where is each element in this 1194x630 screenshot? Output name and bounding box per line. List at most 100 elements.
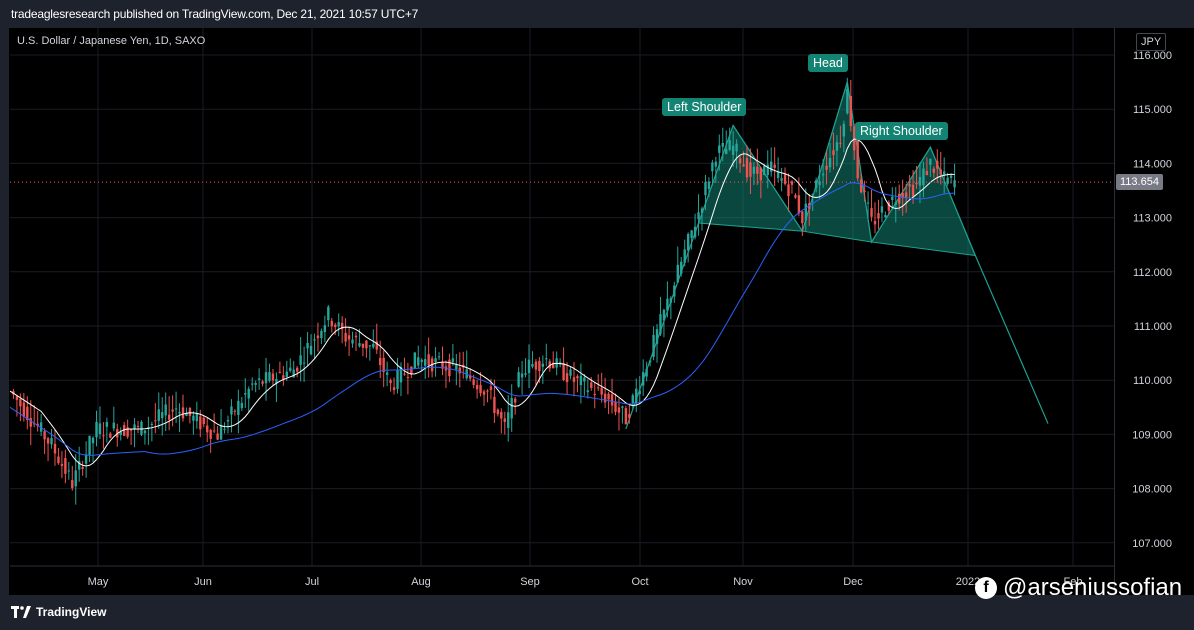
candle-body <box>43 431 46 440</box>
candle-body <box>420 359 423 362</box>
candle-body <box>614 402 617 412</box>
candle-body <box>372 343 375 348</box>
candle-body <box>925 170 929 176</box>
candle-body <box>482 391 486 395</box>
candle-body <box>458 367 461 374</box>
candle-body <box>603 393 607 403</box>
candle-body <box>856 140 859 179</box>
candle-body <box>15 396 19 400</box>
candle-body <box>209 429 212 439</box>
candle-body <box>725 149 728 155</box>
candle-body <box>223 428 226 430</box>
candle-body <box>403 373 406 375</box>
candle-body <box>562 362 565 380</box>
candle-body <box>693 226 697 238</box>
candle-body <box>347 335 351 340</box>
candle-body <box>337 322 340 327</box>
candle-body <box>112 422 115 429</box>
candle-body <box>704 182 707 196</box>
candle-body <box>240 403 244 409</box>
candle-body <box>67 470 71 472</box>
candle-body <box>95 421 98 438</box>
candle-body <box>586 390 590 393</box>
candle-body <box>126 427 129 437</box>
candle-body <box>365 340 368 349</box>
time-axis <box>10 566 1114 595</box>
candle-body <box>472 379 475 385</box>
candle-body <box>534 361 538 370</box>
candle-body <box>410 366 413 375</box>
candle-body <box>237 400 240 415</box>
candle-body <box>330 320 333 327</box>
candle-body <box>147 426 150 428</box>
ma-slow-line <box>9 182 955 456</box>
candle-body <box>254 382 257 385</box>
currency-badge[interactable]: JPY <box>1136 33 1167 51</box>
candle-body <box>323 325 327 333</box>
left-shoulder-label[interactable]: Left Shoulder <box>662 98 747 116</box>
candle-body <box>427 354 430 365</box>
candle-body <box>261 381 264 384</box>
candle-body <box>628 414 631 419</box>
price-axis[interactable] <box>1114 28 1194 595</box>
candle-body <box>863 190 866 192</box>
candle-body <box>399 366 403 383</box>
candle-body <box>742 164 745 167</box>
candle-body <box>71 480 74 489</box>
candle-body <box>368 345 372 347</box>
candle-body <box>26 406 29 421</box>
candle-body <box>424 359 427 366</box>
candle-body <box>673 285 676 297</box>
symbol-title[interactable]: U.S. Dollar / Japanese Yen, 1D, SAXO <box>17 35 206 47</box>
candle-body <box>167 414 171 420</box>
candle-body <box>174 408 178 410</box>
candle-body <box>915 182 918 185</box>
candle-body <box>887 202 891 211</box>
candle-body <box>853 126 856 151</box>
candle-body <box>911 184 915 197</box>
candle-body <box>441 361 444 369</box>
candle-body <box>666 298 669 311</box>
head-label[interactable]: Head <box>808 54 848 72</box>
candle-body <box>576 376 579 379</box>
candle-body <box>814 180 818 188</box>
candle-body <box>282 375 285 380</box>
time-tick-label: Jun <box>194 576 212 588</box>
candle-body <box>590 382 593 388</box>
candle-body <box>171 409 174 412</box>
candle-body <box>794 195 797 198</box>
candle-body <box>898 193 901 204</box>
candle-body <box>53 443 57 454</box>
candle-body <box>569 369 572 376</box>
right-shoulder-label[interactable]: Right Shoulder <box>855 122 948 140</box>
candle-body <box>770 161 773 172</box>
candle-body <box>351 339 354 344</box>
candle-body <box>19 398 22 407</box>
candle-body <box>212 430 216 432</box>
candle-body <box>278 371 282 373</box>
candle-body <box>683 249 686 263</box>
candle-body <box>150 423 154 425</box>
candle-body <box>846 88 849 114</box>
candle-body <box>752 166 756 174</box>
candle-body <box>306 342 309 349</box>
time-tick-label: 2022 <box>956 576 980 588</box>
candle-body <box>271 373 275 381</box>
price-tick-label: 112.000 <box>1133 267 1172 279</box>
candle-body <box>496 409 500 415</box>
candle-body <box>136 426 140 428</box>
candle-body <box>434 358 437 363</box>
candle-body <box>697 212 700 220</box>
price-tick-label: 111.000 <box>1134 321 1172 333</box>
tradingview-brand[interactable]: TradingView <box>11 605 106 619</box>
candle-body <box>700 208 704 214</box>
candle-body <box>510 398 513 419</box>
candle-body <box>161 412 164 419</box>
candle-body <box>735 143 738 152</box>
candle-body <box>313 339 316 341</box>
candle-body <box>745 158 749 178</box>
social-handle: @arseniussofian <box>1003 574 1183 601</box>
candle-body <box>828 158 832 168</box>
time-tick-label: Sep <box>520 576 540 588</box>
